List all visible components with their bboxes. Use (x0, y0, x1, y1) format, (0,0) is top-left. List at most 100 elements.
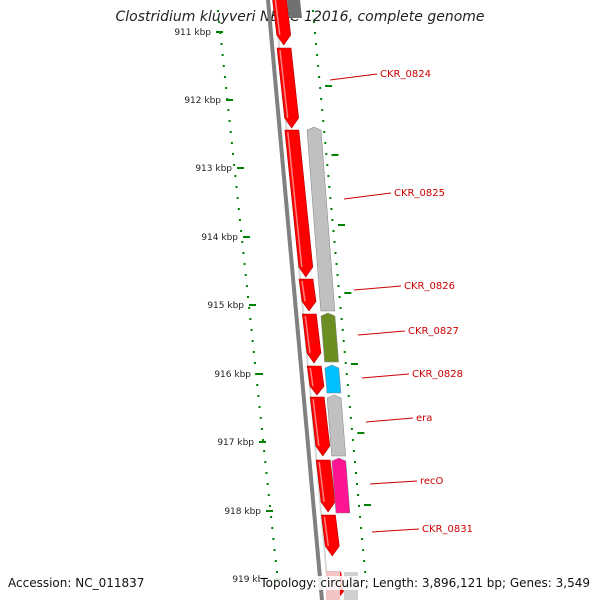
gene-label: CKR_0827 (408, 326, 459, 337)
gene-label-leader (369, 480, 418, 485)
minor-tick-dot (272, 538, 275, 540)
minor-tick-dot (235, 186, 238, 188)
gene-label: CKR_0825 (394, 188, 445, 199)
minor-tick-dot (218, 21, 221, 23)
minor-tick-dot (265, 472, 268, 474)
gene-highlight (274, 0, 281, 36)
outer-tick-dot (338, 296, 341, 298)
minor-tick-dot (223, 76, 226, 78)
minor-tick-dot (232, 153, 235, 155)
minor-tick-dot (247, 296, 250, 298)
minor-tick-dot (245, 285, 248, 287)
minor-tick-dot (268, 505, 271, 507)
outer-tick-dot (331, 219, 334, 221)
tick-label: 913 kbp (195, 164, 232, 174)
tick-label: 916 kbp (214, 370, 251, 380)
minor-tick-dot (225, 87, 228, 89)
minor-tick-dot (249, 318, 252, 320)
reverse-gene-arrow (320, 312, 339, 363)
gene-label-leader (361, 373, 410, 379)
outer-tick-dot (339, 307, 342, 309)
gene-highlight (309, 367, 314, 387)
outer-tick-dot (322, 120, 325, 122)
outer-tick-dot (357, 494, 360, 496)
outer-tick-dot (350, 428, 353, 430)
gene-highlight (318, 461, 325, 503)
minor-tick-dot (243, 263, 246, 265)
minor-tick-dot (259, 417, 262, 419)
outer-tick-dot (354, 472, 357, 474)
backbone-line (266, 0, 324, 600)
minor-tick-dot (260, 428, 263, 430)
outer-tick-dot (318, 76, 321, 78)
gene-label: CKR_0828 (412, 369, 463, 380)
forward-gene-arrow (301, 313, 322, 364)
outer-tick-dot (335, 263, 338, 265)
outer-tick-dot (314, 32, 317, 34)
outer-tick-dot (323, 131, 326, 133)
minor-tick-dot (264, 461, 267, 463)
outer-tick-dot (316, 54, 319, 56)
minor-tick-dot (221, 54, 224, 56)
outer-tick-dot (360, 527, 363, 529)
outer-tick-dot (315, 43, 318, 45)
outer-tick-dot (336, 274, 339, 276)
outer-tick-dot (345, 373, 348, 375)
gene-label: CKR_0826 (404, 281, 455, 292)
forward-gene-arrow (298, 278, 317, 312)
outer-tick-dot (364, 571, 367, 573)
minor-tick-dot (219, 32, 222, 34)
outer-tick-dot (352, 450, 355, 452)
gene-label-leader (353, 285, 402, 291)
outer-tick-dot (324, 142, 327, 144)
tick-label: 911 kbp (174, 28, 211, 38)
gene-highlight (279, 49, 289, 119)
tick-label: 915 kbp (207, 301, 244, 311)
gene-label: era (416, 413, 432, 424)
minor-tick-dot (240, 230, 243, 232)
outer-tick-dot (351, 439, 354, 441)
minor-tick-dot (270, 516, 273, 518)
minor-tick-dot (228, 120, 231, 122)
minor-tick-dot (275, 571, 278, 573)
outer-tick-dot (344, 362, 347, 364)
minor-tick-dot (248, 307, 251, 309)
gene-highlight (304, 315, 311, 354)
minor-tick-dot (217, 10, 219, 12)
outer-tick-dot (329, 197, 332, 199)
minor-tick-dot (230, 142, 233, 144)
outer-tick-dot (330, 208, 333, 210)
outer-tick-dot (361, 538, 364, 540)
minor-tick-dot (238, 219, 241, 221)
gene-label: CKR_0831 (422, 524, 473, 535)
gene-label-layer: CKR_0824 CKR_0825 CKR_0826 CKR_0827 CKR_0828… (329, 69, 473, 535)
outer-tick-dot (327, 175, 330, 177)
minor-tick-dot (258, 406, 261, 408)
accession-text: Accession: NC_011837 (8, 576, 145, 590)
gene-label-leader (371, 528, 420, 533)
minor-tick-dot (220, 43, 223, 45)
outer-tick-dot (358, 505, 361, 507)
minor-tick-dot (256, 384, 259, 386)
minor-tick-dot (242, 252, 245, 254)
minor-tick-dot (274, 560, 277, 562)
outer-tick-dot (334, 252, 337, 254)
minor-tick-dot (222, 65, 225, 67)
gene-highlight (312, 398, 320, 447)
reverse-strand-layer (306, 126, 358, 600)
minor-tick-dot (273, 549, 276, 551)
minor-tick-dot (266, 483, 269, 485)
tick-label: 919 kbp (232, 575, 269, 585)
outer-tick-dot (343, 351, 346, 353)
tick-label: 912 kbp (184, 96, 221, 106)
reverse-gene-arrow (324, 364, 342, 394)
outer-tick-dot (333, 241, 336, 243)
gene-label-leader (329, 73, 378, 81)
gene-highlight (301, 280, 306, 302)
outer-tick-dot (321, 109, 324, 111)
gene-label-leader (357, 330, 406, 336)
outer-tick-dot (355, 483, 358, 485)
outer-tick-dot (348, 406, 351, 408)
minor-tick-dot (244, 274, 247, 276)
minor-tick-dot (226, 98, 229, 100)
